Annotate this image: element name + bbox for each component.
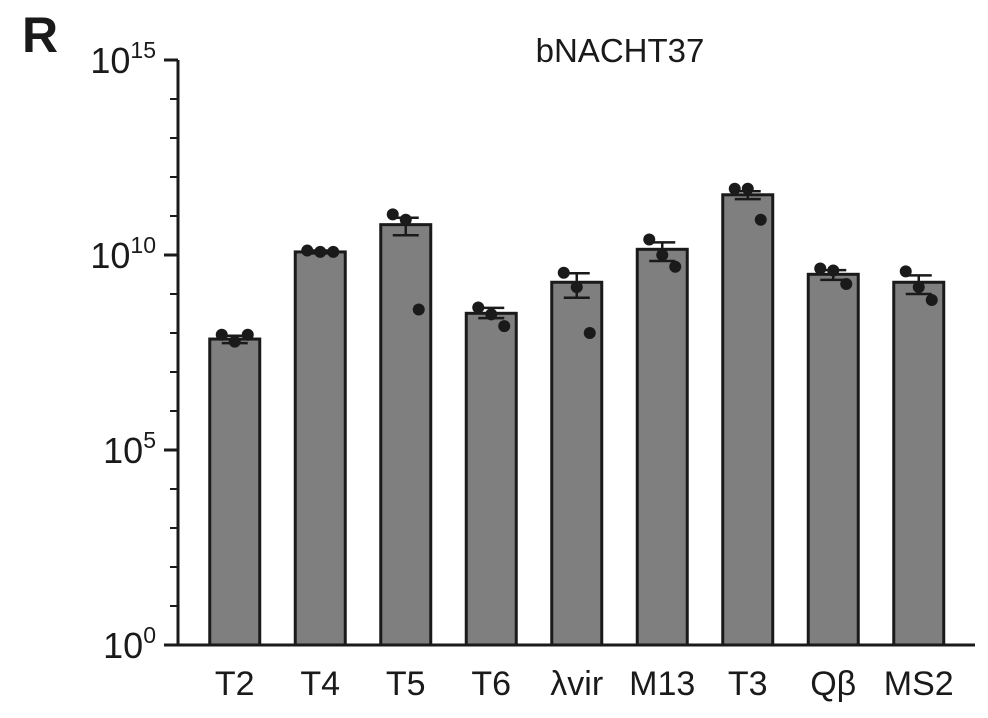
data-point — [925, 294, 938, 307]
bar — [208, 337, 262, 647]
bar — [892, 280, 946, 647]
data-point — [485, 308, 498, 321]
x-tick-label: Qβ — [810, 665, 856, 703]
data-point — [557, 266, 570, 279]
bar — [806, 272, 860, 647]
data-point — [912, 281, 925, 294]
bar — [379, 223, 433, 647]
y-tick-label: 100 — [103, 622, 156, 666]
data-point — [728, 182, 741, 195]
y-tick-label: 1015 — [90, 37, 156, 81]
data-point — [498, 320, 511, 333]
data-point — [241, 328, 254, 341]
data-point — [643, 233, 656, 246]
data-point — [669, 260, 682, 273]
data-point — [656, 249, 669, 261]
data-point — [899, 265, 912, 278]
data-point — [215, 328, 228, 341]
data-point — [228, 335, 241, 348]
x-tick-label: MS2 — [884, 665, 954, 703]
bar — [721, 193, 775, 647]
data-point — [314, 245, 327, 258]
y-tick-label: 1010 — [90, 232, 156, 276]
data-point — [399, 213, 412, 226]
y-tick-label: 105 — [103, 427, 156, 471]
chart-title: bNACHT37 — [536, 32, 705, 69]
bar — [293, 250, 347, 647]
data-point — [386, 208, 399, 221]
x-tick-label: T3 — [728, 665, 768, 703]
x-tick-label: T2 — [215, 665, 255, 703]
data-point — [570, 281, 583, 294]
x-tick-label: M13 — [629, 665, 695, 703]
bar — [635, 247, 689, 647]
data-point — [583, 327, 596, 339]
data-point — [840, 278, 853, 291]
data-point — [827, 264, 840, 277]
data-point — [327, 245, 340, 258]
x-tick-label: T4 — [300, 665, 340, 703]
plot-area: 100 105 1010 1015 T2 T4 T5 T6 λvir M13 T3 Qβ MS2 — [90, 37, 975, 703]
data-point — [301, 244, 314, 257]
bar — [464, 311, 518, 647]
data-point — [472, 301, 485, 314]
x-tick-label: T5 — [386, 665, 426, 703]
data-point — [754, 213, 767, 226]
data-point — [814, 262, 827, 275]
data-point — [412, 303, 425, 316]
panel-letter: R — [22, 7, 59, 63]
x-tick-label: λvir — [550, 665, 603, 703]
x-tick-label: T6 — [471, 665, 511, 703]
data-point — [741, 182, 754, 195]
bar — [550, 280, 604, 647]
